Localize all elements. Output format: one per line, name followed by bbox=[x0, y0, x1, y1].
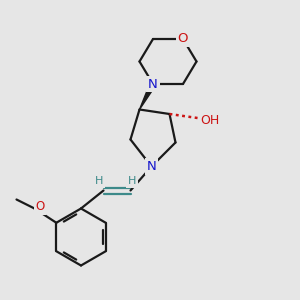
Text: H: H bbox=[128, 176, 136, 186]
Text: OH: OH bbox=[200, 113, 220, 127]
Text: O: O bbox=[178, 32, 188, 46]
Polygon shape bbox=[140, 82, 156, 109]
Text: N: N bbox=[148, 77, 158, 91]
Text: H: H bbox=[95, 176, 103, 186]
Text: N: N bbox=[147, 160, 156, 173]
Text: O: O bbox=[35, 200, 44, 214]
